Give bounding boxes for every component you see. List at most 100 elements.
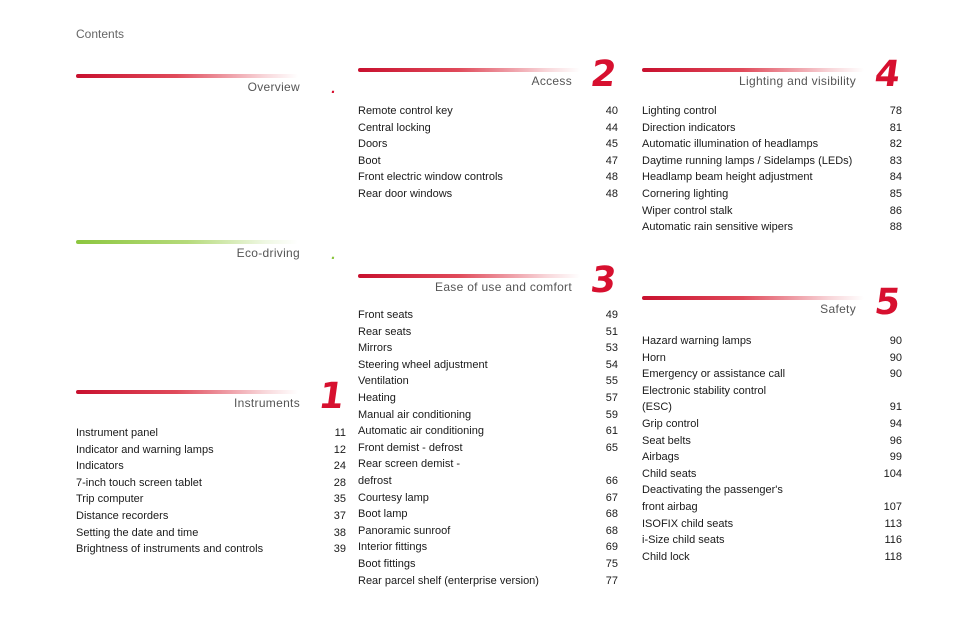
section-title[interactable]: Safety [820, 302, 856, 316]
section-title[interactable]: Lighting and visibility [739, 74, 856, 88]
toc-entry[interactable]: Boot fittings 75 [358, 556, 618, 573]
toc-entry[interactable]: Brightness of instruments and controls 39 [76, 541, 346, 558]
toc-entry[interactable]: Interior fittings 69 [358, 539, 618, 556]
toc-entry-label: Mirrors [358, 342, 393, 355]
toc-entry[interactable]: Headlamp beam height adjustment 84 [642, 169, 902, 186]
toc-entry-page: 68 [605, 524, 618, 537]
toc-entry[interactable]: Setting the date and time 38 [76, 525, 346, 542]
toc-entry[interactable]: Ventilation 55 [358, 373, 618, 390]
toc-entry-label: Child seats [642, 467, 697, 480]
section-access: Access 2 Remote control key 40 Central loc… [358, 54, 619, 203]
toc-entry[interactable]: Child lock 118 [642, 549, 902, 566]
section-title[interactable]: Instruments [234, 396, 300, 410]
toc-entry[interactable]: Front electric window controls 48 [358, 169, 618, 186]
toc-entry[interactable]: Front seats 49 [358, 307, 618, 324]
toc-entry[interactable]: Child seats 104 [642, 466, 902, 483]
toc-entry[interactable]: Mirrors 53 [358, 340, 618, 357]
toc-entry[interactable]: ISOFIX child seats 113 [642, 516, 902, 533]
section-title[interactable]: Ease of use and comfort [435, 280, 572, 294]
toc-entry-label: Electronic stability control (ESC) [642, 384, 767, 414]
toc-entry[interactable]: Distance recorders 37 [76, 508, 346, 525]
section-number: 4 [872, 54, 903, 95]
toc-entry[interactable]: Cornering lighting 85 [642, 186, 902, 203]
toc-entry-label: Boot lamp [358, 508, 408, 521]
section-title[interactable]: Eco-driving [236, 246, 300, 260]
toc-entry[interactable]: Instrument panel 11 [76, 425, 346, 442]
toc-entry-page: 94 [889, 417, 902, 430]
toc-entry[interactable]: Seat belts 96 [642, 433, 902, 450]
toc-entry[interactable]: Steering wheel adjustment 54 [358, 357, 618, 374]
toc-entry[interactable]: Remote control key 40 [358, 103, 618, 120]
toc-entry-label: Interior fittings [358, 541, 428, 554]
toc-entry[interactable]: Emergency or assistance call 90 [642, 366, 902, 383]
toc-entry[interactable]: Central locking 44 [358, 120, 618, 137]
toc-entry-page: 53 [605, 342, 618, 355]
toc-entry[interactable]: Courtesy lamp 67 [358, 490, 618, 507]
toc-entry-label: Automatic illumination of headlamps [642, 138, 819, 151]
toc-entry[interactable]: Front demist - defrost 65 [358, 440, 618, 457]
section-bar [358, 274, 580, 278]
toc-entry-page: 65 [605, 441, 618, 454]
toc-entry[interactable]: Automatic illumination of headlamps 82 [642, 136, 902, 153]
section-number: . [330, 248, 337, 262]
toc-entry[interactable]: Doors 45 [358, 136, 618, 153]
entry-list: Remote control key 40 Central locking 44 Doo… [358, 103, 618, 203]
toc-entry-label: Courtesy lamp [358, 491, 429, 504]
toc-entry[interactable]: Boot 47 [358, 153, 618, 170]
toc-entry[interactable]: Electronic stability control (ESC) 91 [642, 383, 902, 416]
toc-entry-label: Emergency or assistance call [642, 368, 786, 381]
toc-entry-page: 84 [889, 171, 902, 184]
toc-entry-page: 104 [883, 467, 902, 480]
toc-entry[interactable]: i-Size child seats 116 [642, 532, 902, 549]
toc-entry-page: 83 [889, 154, 902, 167]
toc-entry-page: 116 [884, 534, 902, 547]
toc-entry[interactable]: Automatic air conditioning 61 [358, 423, 618, 440]
toc-entry-label: Automatic air conditioning [358, 425, 484, 438]
toc-entry[interactable]: Rear parcel shelf (enterprise version) 77 [358, 573, 618, 590]
toc-entry-label: Indicator and warning lamps [76, 443, 214, 456]
toc-entry[interactable]: Daytime running lamps / Sidelamps (LEDs)… [642, 153, 902, 170]
toc-entry[interactable]: 7-inch touch screen tablet 28 [76, 475, 346, 492]
toc-entry[interactable]: Horn 90 [642, 350, 902, 367]
toc-entry[interactable]: Wiper control stalk 86 [642, 203, 902, 220]
toc-entry-page: 68 [605, 508, 618, 521]
toc-entry-page: 48 [605, 187, 618, 200]
toc-entry-label: Instrument panel [76, 427, 158, 439]
section-title[interactable]: Overview [247, 80, 300, 94]
toc-entry-label: Steering wheel adjustment [358, 358, 488, 371]
toc-entry[interactable]: Rear seats 51 [358, 324, 618, 341]
toc-entry-page: 49 [605, 309, 618, 321]
toc-entry[interactable]: Heating 57 [358, 390, 618, 407]
toc-entry[interactable]: Manual air conditioning 59 [358, 407, 618, 424]
toc-entry-label: Child lock [642, 550, 690, 563]
toc-entry-label: Rear parcel shelf (enterprise version) [358, 574, 539, 587]
toc-entry[interactable]: Indicators 24 [76, 458, 346, 475]
toc-entry[interactable]: Deactivating the passenger's front airba… [642, 482, 902, 515]
toc-entry[interactable]: Hazard warning lamps 90 [642, 333, 902, 350]
toc-entry-page: 40 [605, 105, 618, 117]
toc-entry[interactable]: Direction indicators 81 [642, 120, 902, 137]
toc-entry-label: Indicators [76, 460, 124, 473]
toc-entry[interactable]: Automatic rain sensitive wipers 88 [642, 219, 902, 236]
toc-entry[interactable]: Indicator and warning lamps 12 [76, 442, 346, 459]
section-safety: Safety 5 Hazard warning lamps 90 Horn 90 Eme… [642, 282, 903, 566]
toc-entry[interactable]: Boot lamp 68 [358, 506, 618, 523]
toc-entry-label: Horn [642, 351, 666, 364]
toc-entry-page: 54 [605, 358, 618, 371]
toc-entry-page: 12 [333, 443, 346, 456]
toc-entry-label: Heating [358, 391, 396, 404]
toc-entry[interactable]: Grip control 94 [642, 416, 902, 433]
toc-entry[interactable]: Trip computer 35 [76, 491, 346, 508]
toc-entry[interactable]: Rear screen demist - defrost 66 [358, 456, 618, 489]
toc-entry[interactable]: Lighting control 78 [642, 103, 902, 120]
section-ease-of-use: Ease of use and comfort 3 Front seats 49 R… [358, 260, 619, 590]
toc-entry[interactable]: Rear door windows 48 [358, 186, 618, 203]
section-number: 1 [316, 376, 347, 417]
toc-entry-page: 66 [605, 474, 618, 487]
toc-entry-page: 81 [889, 121, 902, 134]
section-title[interactable]: Access [531, 74, 572, 88]
toc-entry-label: Seat belts [642, 434, 691, 447]
toc-entry[interactable]: Airbags 99 [642, 449, 902, 466]
toc-entry[interactable]: Panoramic sunroof 68 [358, 523, 618, 540]
toc-entry-page: 39 [333, 543, 346, 556]
